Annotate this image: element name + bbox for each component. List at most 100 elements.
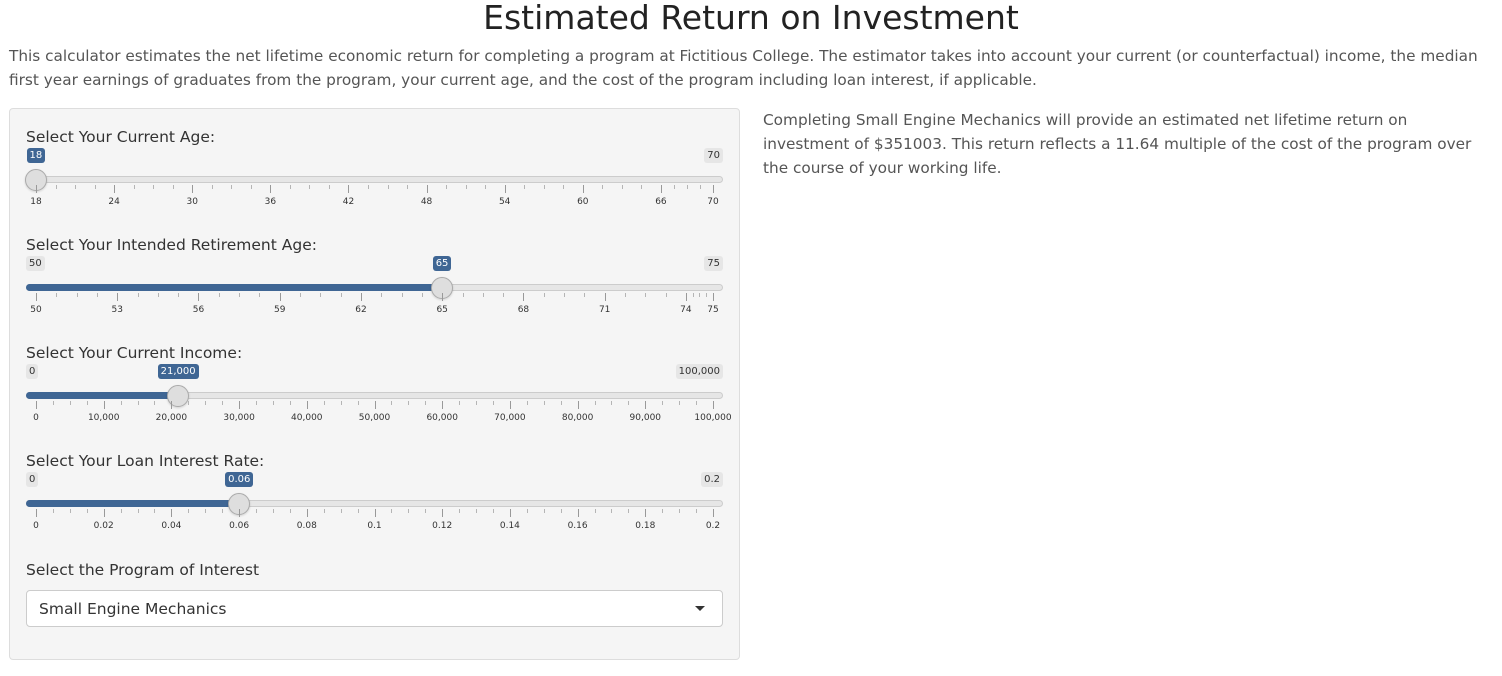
slider-minor-tick bbox=[662, 509, 664, 513]
slider-tick-label: 0.18 bbox=[635, 521, 656, 531]
slider-minor-tick bbox=[485, 185, 487, 189]
slider-minor-tick bbox=[594, 509, 596, 513]
slider-minor-tick bbox=[425, 509, 427, 513]
slider-major-tick bbox=[306, 401, 308, 409]
slider-major-tick bbox=[713, 509, 714, 517]
loan-interest-slider[interactable]: Select Your Loan Interest Rate: 0 0.2 0.… bbox=[26, 451, 723, 551]
slider-minor-tick bbox=[323, 509, 325, 513]
loan-interest-label: Select Your Loan Interest Rate: bbox=[26, 452, 265, 470]
slider-major-tick bbox=[685, 293, 687, 301]
slider-value-label: 21,000 bbox=[157, 364, 199, 379]
slider-tick-label: 50 bbox=[30, 305, 42, 315]
retirement-age-slider[interactable]: Select Your Intended Retirement Age: 50 … bbox=[26, 235, 723, 335]
slider-minor-tick bbox=[69, 401, 71, 405]
slider-tick-label: 74 bbox=[680, 305, 692, 315]
slider-minor-tick bbox=[446, 185, 448, 189]
slider-minor-tick bbox=[679, 401, 681, 405]
slider-minor-tick bbox=[357, 509, 359, 513]
slider-minor-tick bbox=[222, 509, 224, 513]
slider-minor-tick bbox=[69, 509, 71, 513]
slider-minor-tick bbox=[543, 185, 545, 189]
slider-minor-tick bbox=[699, 293, 701, 297]
slider-major-tick bbox=[103, 401, 105, 409]
slider-minor-tick bbox=[289, 185, 291, 189]
slider-major-tick bbox=[239, 401, 241, 409]
current-income-slider[interactable]: Select Your Current Income: 0 100,000 21… bbox=[26, 343, 732, 443]
slider-tick-label: 100,000 bbox=[694, 413, 732, 423]
slider-tick-label: 80,000 bbox=[561, 413, 594, 423]
slider-major-tick bbox=[442, 509, 444, 517]
slider-minor-tick bbox=[686, 185, 688, 189]
slider-min-label: 50 bbox=[26, 256, 45, 271]
slider-minor-tick bbox=[94, 185, 96, 189]
current-income-label: Select Your Current Income: bbox=[26, 344, 243, 362]
slider-major-tick bbox=[604, 293, 606, 301]
slider-minor-tick bbox=[256, 509, 258, 513]
slider-minor-tick bbox=[645, 293, 647, 297]
intro-text: This calculator estimates the net lifeti… bbox=[9, 47, 1478, 89]
slider-minor-tick bbox=[52, 401, 54, 405]
slider-minor-tick bbox=[459, 509, 461, 513]
slider-minor-tick bbox=[153, 185, 155, 189]
slider-tick-label: 0.1 bbox=[367, 521, 382, 531]
slider-handle[interactable] bbox=[167, 385, 190, 407]
slider-minor-tick bbox=[381, 293, 383, 297]
slider-tick-label: 54 bbox=[498, 197, 511, 207]
slider-minor-tick bbox=[250, 185, 252, 189]
slider-minor-tick bbox=[86, 509, 88, 513]
slider-fill bbox=[26, 500, 240, 507]
slider-major-tick bbox=[523, 293, 525, 301]
slider-minor-tick bbox=[482, 293, 484, 297]
slider-minor-tick bbox=[340, 509, 342, 513]
slider-minor-tick bbox=[205, 401, 207, 405]
slider-major-tick bbox=[713, 401, 714, 409]
slider-minor-tick bbox=[323, 401, 325, 405]
slider-minor-tick bbox=[137, 293, 139, 297]
current-age-slider[interactable]: Select Your Current Age: 18 70 18 18 24 30… bbox=[25, 127, 723, 227]
slider-minor-tick bbox=[425, 401, 427, 405]
slider-tick-label: 0 bbox=[33, 521, 39, 531]
slider-minor-tick bbox=[391, 509, 393, 513]
slider-minor-tick bbox=[120, 401, 122, 405]
slider-minor-tick bbox=[662, 401, 664, 405]
slider-major-tick bbox=[270, 185, 272, 193]
slider-minor-tick bbox=[357, 401, 359, 405]
program-select[interactable]: Small Engine Mechanics bbox=[26, 590, 723, 627]
program-select-value: Small Engine Mechanics bbox=[39, 600, 227, 618]
slider-minor-tick bbox=[696, 401, 698, 405]
slider-minor-tick bbox=[154, 401, 156, 405]
slider-minor-tick bbox=[300, 293, 302, 297]
slider-minor-tick bbox=[76, 293, 78, 297]
slider-min-label: 0 bbox=[26, 364, 39, 379]
slider-track[interactable] bbox=[26, 176, 723, 183]
slider-minor-tick bbox=[96, 293, 98, 297]
slider-tick-label: 62 bbox=[355, 305, 367, 315]
slider-tick-label: 50,000 bbox=[358, 413, 391, 423]
slider-major-tick bbox=[348, 185, 350, 193]
slider-minor-tick bbox=[624, 293, 626, 297]
slider-minor-tick bbox=[503, 293, 505, 297]
slider-tick-label: 59 bbox=[273, 305, 286, 315]
slider-tick-label: 30 bbox=[186, 197, 198, 207]
slider-major-tick bbox=[360, 293, 362, 301]
slider-tick-label: 24 bbox=[108, 197, 120, 207]
slider-minor-tick bbox=[526, 401, 528, 405]
slider-fill bbox=[26, 284, 443, 291]
slider-minor-tick bbox=[401, 293, 403, 297]
slider-major-tick bbox=[509, 509, 511, 517]
result-text: Completing Small Engine Mechanics will p… bbox=[763, 111, 1472, 177]
slider-minor-tick bbox=[543, 509, 545, 513]
slider-major-tick bbox=[198, 293, 200, 301]
slider-minor-tick bbox=[679, 509, 681, 513]
caret-down-icon[interactable] bbox=[695, 606, 705, 611]
slider-major-tick bbox=[504, 185, 506, 193]
slider-max-label: 70 bbox=[704, 148, 723, 163]
slider-major-tick bbox=[577, 509, 579, 517]
slider-minor-tick bbox=[692, 293, 694, 297]
slider-major-tick bbox=[713, 185, 714, 193]
slider-tick-label: 0 bbox=[33, 413, 39, 423]
slider-minor-tick bbox=[621, 185, 623, 189]
slider-tick-label: 0.12 bbox=[432, 521, 453, 531]
slider-tick-label: 42 bbox=[342, 197, 355, 207]
slider-minor-tick bbox=[137, 401, 139, 405]
